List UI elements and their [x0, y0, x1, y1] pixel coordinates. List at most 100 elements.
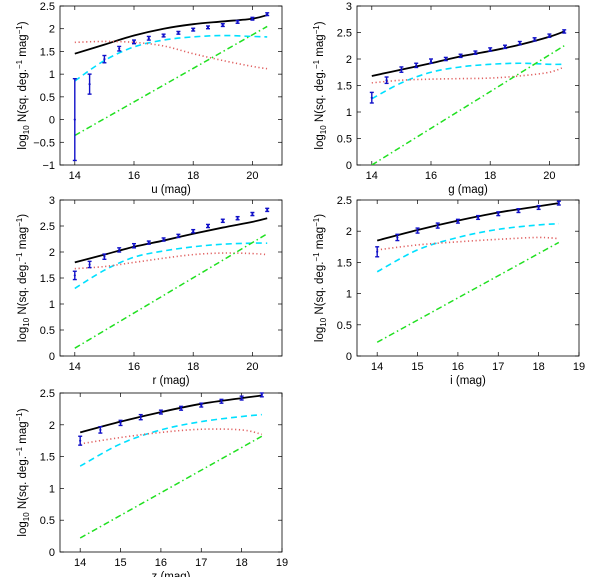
x-tick-label: 19: [276, 557, 288, 569]
x-axis-label: r (mag): [152, 375, 189, 387]
plot-area: [376, 202, 560, 343]
x-tick-label: 20: [246, 361, 258, 373]
x-tick-label: 18: [187, 361, 199, 373]
data-point-errorbar: [458, 53, 463, 59]
data-point-errorbar: [547, 33, 552, 38]
data-point: [79, 439, 82, 442]
data-point-errorbar: [206, 25, 210, 30]
data-point-errorbar: [250, 16, 255, 21]
x-tick-label: 15: [411, 361, 423, 373]
data-point: [221, 23, 224, 27]
data-point: [563, 30, 566, 33]
x-tick-label: 16: [425, 170, 437, 182]
plot-area: [79, 394, 263, 539]
y-tick-label: 1.5: [337, 81, 352, 93]
x-tick-label: 14: [371, 361, 383, 373]
data-point-errorbar: [191, 27, 196, 32]
y-axis-label-part: N(sq. deg.: [17, 262, 29, 318]
y-axis-label-part: ): [17, 21, 29, 25]
data-point: [206, 224, 210, 228]
y-tick-label: 1.5: [337, 257, 352, 269]
data-point: [192, 28, 195, 31]
data-point-errorbar: [399, 66, 404, 73]
y-tick-label: 2: [49, 420, 55, 432]
data-point-errorbar: [78, 435, 83, 446]
data-point: [459, 54, 462, 57]
series-cyan-line: [371, 62, 565, 100]
data-point: [456, 220, 460, 223]
data-point-errorbar: [265, 12, 270, 17]
series-green-line: [74, 233, 268, 349]
data-point: [118, 47, 121, 50]
y-axis-label-part: N(sq. deg.: [17, 456, 29, 512]
data-point: [416, 229, 419, 232]
data-point: [497, 212, 500, 215]
data-point: [376, 250, 379, 253]
y-axis-label-part: −1: [312, 25, 321, 35]
data-point-errorbar: [476, 214, 481, 221]
plot-area: [371, 30, 565, 165]
series-green-line: [79, 435, 263, 539]
plot-area: [74, 14, 268, 137]
chart-panel-r: 14 16 18 20 0 0.5 1 1.5 2 2.5 3 r (mag) log10 N(sq. …: [15, 195, 283, 387]
y-tick-label: −1: [42, 160, 55, 172]
data-point: [436, 224, 439, 227]
data-point-errorbar: [98, 426, 103, 434]
x-axis-label: g (mag): [448, 184, 488, 196]
y-axis-label-part: ): [17, 214, 29, 218]
x-tick-label: 14: [69, 170, 81, 182]
data-point: [73, 274, 76, 277]
data-point: [103, 255, 106, 258]
data-point-errorbar: [191, 228, 196, 234]
y-axis-label-part: −1: [15, 252, 24, 262]
data-point-errorbar: [72, 270, 77, 281]
x-tick-label: 20: [246, 170, 258, 182]
data-point: [533, 38, 536, 41]
x-tick-label: 16: [452, 361, 464, 373]
data-point: [221, 219, 224, 222]
data-point-errorbar: [72, 77, 77, 162]
y-axis-label-part: 10: [319, 317, 328, 326]
y-tick-label: 0.5: [337, 320, 352, 332]
y-axis-label-part: 10: [319, 125, 328, 134]
data-point-errorbar: [102, 54, 107, 64]
x-tick-label: 17: [492, 361, 504, 373]
data-point: [147, 241, 150, 244]
series-cyan-line: [74, 242, 268, 290]
y-tick-label: 1: [346, 289, 352, 301]
y-tick-label: 1: [346, 107, 352, 119]
data-point: [147, 37, 150, 40]
data-point-errorbar: [146, 35, 151, 41]
y-tick-label: 2.5: [40, 221, 55, 233]
y-tick-label: 2.5: [40, 388, 55, 400]
y-tick-label: 0.5: [40, 515, 55, 527]
y-axis-label-part: −1: [15, 412, 24, 422]
data-point: [415, 64, 418, 67]
data-point-errorbar: [220, 218, 225, 224]
chart-panel-g: 14 16 18 20 0 0.5 1 1.5 2 2.5 3 g (mag) log10 N(sq. …: [312, 1, 580, 196]
data-point: [200, 403, 203, 407]
panels-container: 14 16 18 20−1−0.500.511.522.5u (mag)log10 N…: [15, 1, 585, 577]
data-point: [557, 202, 560, 205]
data-point-errorbar: [87, 73, 92, 95]
data-point-errorbar: [158, 409, 163, 415]
data-point-errorbar: [395, 233, 400, 242]
data-point-errorbar: [429, 58, 433, 64]
y-axis-label-part: ): [314, 214, 326, 218]
data-point: [548, 34, 551, 37]
data-point: [132, 40, 136, 43]
data-point-errorbar: [536, 204, 541, 211]
data-point: [251, 17, 254, 20]
data-point-errorbar: [369, 91, 374, 104]
data-point-errorbar: [132, 242, 136, 249]
y-tick-label: 2: [49, 247, 55, 259]
series-green-line: [74, 25, 268, 137]
x-tick-label: 14: [366, 170, 378, 182]
y-axis-label-part: −1: [15, 217, 24, 227]
data-point: [192, 230, 195, 233]
y-tick-label: 0: [49, 351, 55, 363]
data-point: [518, 42, 521, 45]
data-point: [400, 68, 403, 71]
x-tick-label: 18: [236, 557, 248, 569]
y-tick-label: 2.5: [337, 28, 352, 40]
